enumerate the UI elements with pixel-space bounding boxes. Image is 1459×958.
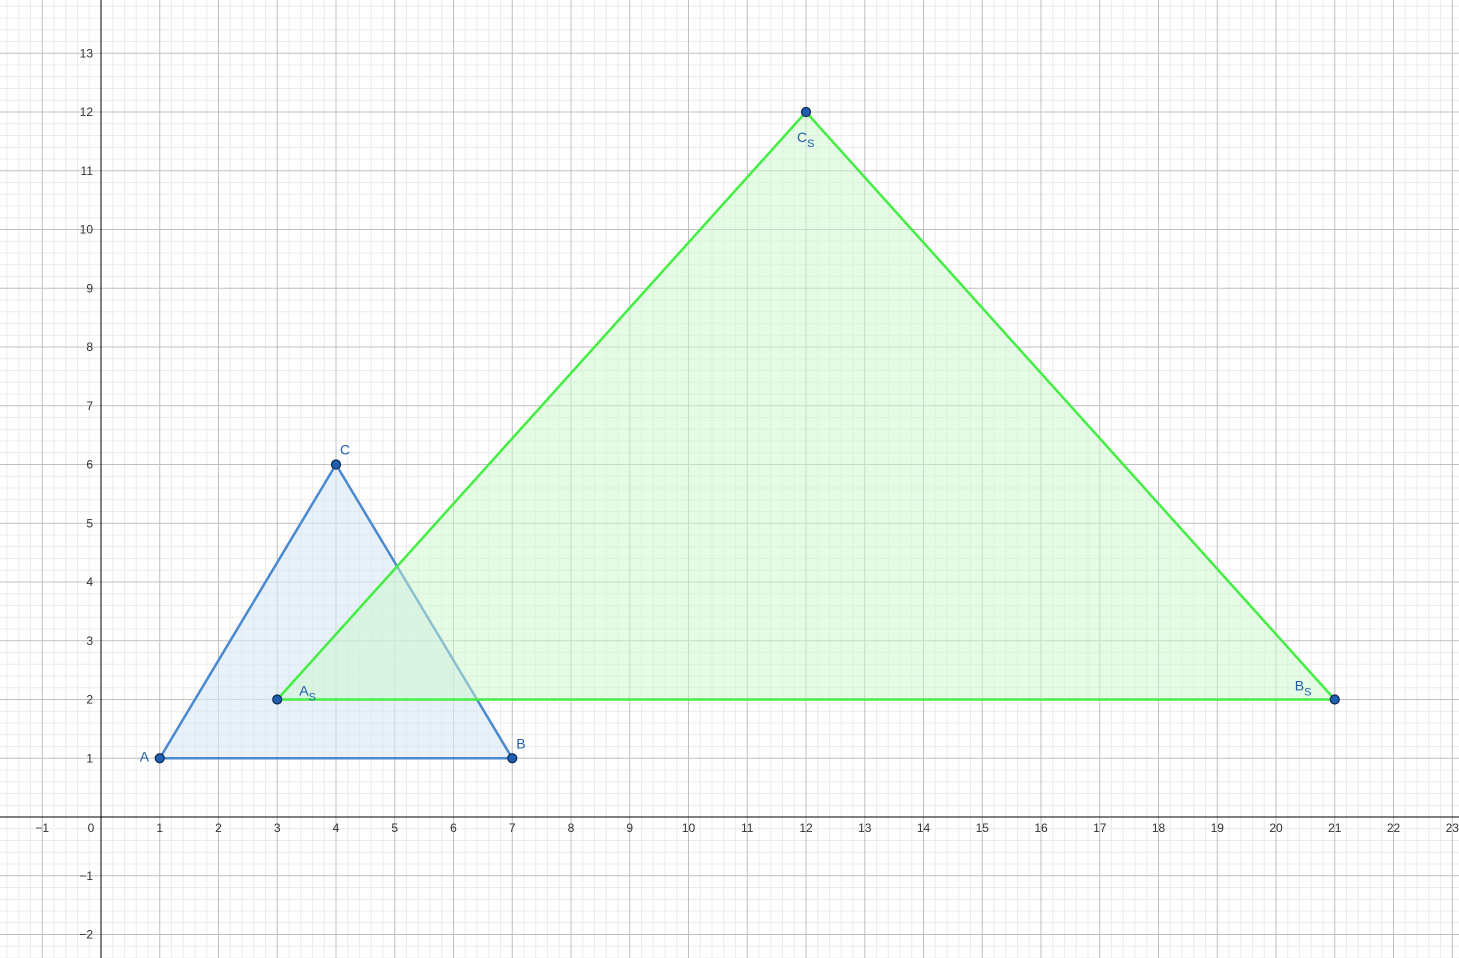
x-tick-label: 1: [156, 821, 163, 835]
point-b[interactable]: [507, 753, 518, 764]
point-label-letter: B: [516, 735, 525, 751]
x-tick-label: 21: [1328, 821, 1342, 835]
point-label-b: B: [516, 735, 525, 751]
point-label-subscript: S: [807, 138, 814, 150]
point-cs[interactable]: [800, 106, 812, 118]
y-tick-label: 5: [86, 516, 93, 530]
point-label-letter: A: [299, 683, 309, 699]
x-tick-label: 22: [1387, 821, 1401, 835]
triangle-scaled[interactable]: [276, 110, 1336, 701]
point-label-c: C: [340, 442, 350, 458]
x-tick-label: −1: [35, 821, 49, 835]
x-tick-label: 12: [799, 821, 813, 835]
point-c[interactable]: [330, 459, 342, 470]
y-tick-label: 7: [86, 399, 93, 413]
x-tick-label: 9: [626, 821, 633, 835]
x-tick-label: 5: [391, 821, 398, 835]
y-tick-label: 12: [80, 105, 94, 119]
triangles[interactable]: [158, 110, 1336, 760]
y-tick-label: 6: [86, 458, 93, 472]
x-tick-label: 0: [88, 821, 95, 835]
point-label-letter: C: [797, 129, 807, 145]
point-label-letter: C: [340, 442, 350, 458]
x-tick-label: 14: [917, 821, 931, 835]
y-tick-label: 1: [86, 751, 93, 765]
point-as[interactable]: [272, 694, 283, 705]
y-tick-label: 9: [86, 281, 93, 295]
tick-labels: −1 0 1 2 3 4 5 6 7 8 9 10 11 12 13 14 15 16 17 18 19 20 21 22 23…: [35, 46, 1459, 941]
point-label-letter: A: [140, 748, 150, 764]
y-tick-label: 13: [80, 46, 94, 60]
point-label-subscript: S: [309, 692, 316, 704]
x-tick-label: 2: [215, 821, 222, 835]
x-tick-label: 16: [1034, 821, 1048, 835]
x-tick-label: 3: [274, 821, 281, 835]
x-tick-label: 13: [858, 821, 872, 835]
x-tick-label: 19: [1211, 821, 1225, 835]
x-tick-label: 6: [450, 821, 457, 835]
y-tick-label: −1: [79, 869, 93, 883]
point-label-letter: B: [1295, 678, 1304, 694]
y-tick-label: 8: [86, 340, 93, 354]
y-tick-label: −2: [79, 928, 93, 942]
point-label-as: AS: [299, 683, 316, 704]
x-tick-label: 11: [741, 821, 754, 835]
x-tick-label: 4: [333, 821, 340, 835]
point-label-subscript: S: [1304, 687, 1311, 699]
x-tick-label: 10: [682, 821, 696, 835]
point-label-bs: BS: [1295, 678, 1312, 699]
y-tick-label: 10: [80, 223, 94, 237]
x-tick-label: 7: [509, 821, 516, 835]
x-tick-label: 17: [1093, 821, 1107, 835]
point-bs[interactable]: [1329, 694, 1340, 705]
point-a[interactable]: [154, 753, 165, 764]
x-tick-label: 20: [1269, 821, 1283, 835]
x-tick-label: 15: [976, 821, 990, 835]
point-label-cs: CS: [797, 129, 814, 150]
y-tick-label: 4: [86, 575, 93, 589]
y-tick-label: 11: [81, 164, 94, 178]
y-tick-label: 2: [86, 693, 93, 707]
x-tick-label: 18: [1152, 821, 1166, 835]
x-tick-label: 23: [1446, 821, 1459, 835]
x-tick-label: 8: [568, 821, 575, 835]
y-tick-label: 3: [86, 634, 93, 648]
point-label-a: A: [140, 748, 150, 764]
